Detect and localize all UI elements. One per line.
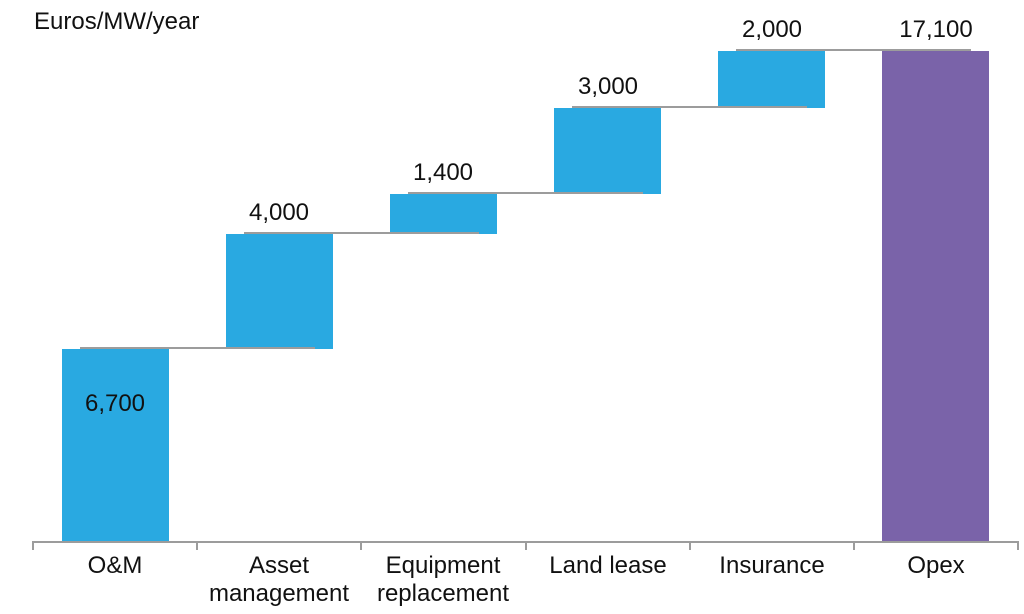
value-label-equipment-replacement: 1,400 — [412, 159, 474, 186]
bar-insurance — [718, 51, 825, 108]
connector-o-m-to-asset-management — [80, 347, 315, 349]
category-label-land-lease: Land lease — [549, 552, 667, 579]
x-axis-tick — [1017, 541, 1019, 550]
x-axis-tick — [689, 541, 691, 550]
connector-land-lease-to-insurance — [572, 106, 807, 108]
category-label-asset-management: Asset management — [208, 552, 350, 607]
category-label-equipment-replacement: Equipment replacement — [376, 552, 510, 607]
connector-insurance-to-opex — [736, 49, 971, 51]
value-label-asset-management: 4,000 — [248, 199, 310, 226]
bar-o-m — [62, 349, 169, 541]
bar-land-lease — [554, 108, 661, 194]
x-axis-tick — [853, 541, 855, 550]
connector-equipment-replacement-to-land-lease — [408, 192, 643, 194]
value-label-opex: 17,100 — [899, 16, 973, 43]
x-axis-tick — [525, 541, 527, 550]
value-label-o-m: 6,700 — [84, 390, 146, 417]
connector-asset-management-to-equipment-replacement — [244, 232, 479, 234]
bar-asset-management — [226, 234, 333, 349]
bar-opex — [882, 51, 989, 541]
category-label-opex: Opex — [907, 552, 965, 579]
x-axis-tick — [360, 541, 362, 550]
category-label-insurance: Insurance — [719, 552, 825, 579]
value-label-land-lease: 3,000 — [577, 73, 639, 100]
category-label-o-m: O&M — [87, 552, 143, 579]
value-label-insurance: 2,000 — [741, 16, 803, 43]
x-axis-tick — [32, 541, 34, 550]
bar-equipment-replacement — [390, 194, 497, 234]
x-axis-tick — [196, 541, 198, 550]
y-axis-unit-label: Euros/MW/year — [34, 8, 200, 35]
